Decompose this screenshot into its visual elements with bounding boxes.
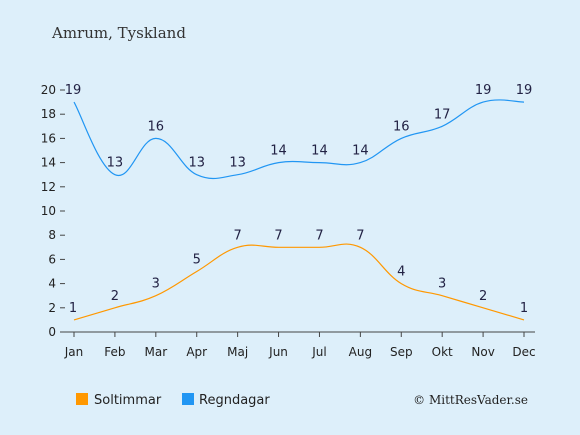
x-tick-label: Maj [227,345,248,359]
data-label-soltimmar: 3 [152,277,160,292]
x-tick-label: Sep [390,345,413,359]
data-label-soltimmar: 7 [274,228,282,243]
x-tick-label: Jun [268,345,288,359]
y-tick-label: 6 [48,252,56,266]
data-label-regndagar: 19 [475,83,492,98]
data-label-regndagar: 14 [311,144,328,159]
x-tick-label: Jan [64,345,84,359]
y-tick-label: 10 [41,204,56,218]
data-label-soltimmar: 3 [438,277,446,292]
y-tick-label: 16 [41,131,56,145]
data-label-soltimmar: 2 [479,289,487,304]
y-tick-label: 12 [41,180,56,194]
legend: Soltimmar Regndagar [76,393,270,408]
y-tick-label: 0 [48,325,56,339]
y-tick-label: 18 [41,107,56,121]
data-label-regndagar: 19 [65,83,82,98]
chart-title: Amrum, Tyskland [51,24,186,42]
data-label-soltimmar: 1 [69,301,77,316]
y-tick-label: 2 [48,301,56,315]
data-label-soltimmar: 2 [111,289,119,304]
x-tick-label: Dec [512,345,535,359]
data-label-soltimmar: 5 [193,253,201,268]
data-label-regndagar: 13 [107,156,124,171]
data-label-regndagar: 13 [229,156,246,171]
x-tick-label: Okt [432,345,453,359]
data-label-regndagar: 16 [393,119,410,134]
data-label-soltimmar: 7 [356,228,364,243]
data-label-soltimmar: 1 [520,301,528,316]
x-tick-label: Aug [349,345,372,359]
data-labels: 1 2 3 5 7 7 7 7 4 3 2 1 19 13 16 13 13 14 14 14 16 17 19 19 [65,83,533,316]
data-label-regndagar: 14 [352,144,369,159]
legend-label-regndagar: Regndagar [199,393,270,408]
data-label-regndagar: 14 [270,144,287,159]
x-tick-label: Feb [104,345,125,359]
y-tick-label: 4 [48,277,56,291]
x-tick-label: Nov [471,345,494,359]
data-label-regndagar: 13 [188,156,205,171]
data-label-regndagar: 17 [434,107,451,122]
series-line-soltimmar [73,243,525,321]
series-lines [73,99,525,321]
credit-text: © MittResVader.se [413,393,528,407]
data-label-soltimmar: 4 [397,265,405,280]
legend-swatch-soltimmar [76,393,88,405]
y-tick-label: 8 [48,228,56,242]
y-tick-label: 20 [41,83,56,97]
y-tick-label: 14 [41,156,56,170]
legend-label-soltimmar: Soltimmar [94,393,162,408]
data-label-regndagar: 19 [516,83,533,98]
data-label-soltimmar: 7 [315,228,323,243]
data-label-regndagar: 16 [148,119,165,134]
data-label-soltimmar: 7 [233,228,241,243]
x-tick-label: Jul [311,345,326,359]
series-line-regndagar [73,99,525,180]
x-tick-label: Apr [186,345,207,359]
x-tick-label: Mar [144,345,167,359]
legend-swatch-regndagar [182,393,194,405]
